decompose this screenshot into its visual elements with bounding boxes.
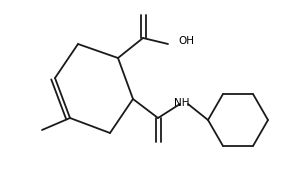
Text: OH: OH (178, 36, 194, 46)
Text: NH: NH (174, 98, 190, 108)
